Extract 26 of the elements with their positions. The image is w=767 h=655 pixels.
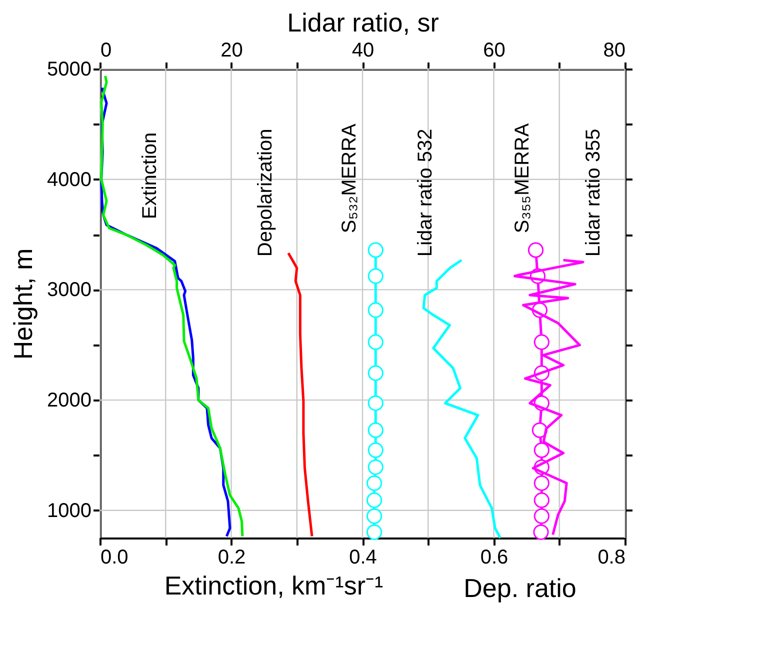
x2-tick-label: 40 xyxy=(352,40,374,62)
x-axis-title: Extinction, km⁻¹sr⁻¹ xyxy=(164,570,384,600)
text: Lidar ratio 532 xyxy=(414,128,436,257)
x2-tick-label: 80 xyxy=(603,40,626,62)
x-tick-label: 0.0 xyxy=(100,546,128,568)
y-tick-label: 3000 xyxy=(47,279,92,302)
y-tick-label: 4000 xyxy=(47,168,92,191)
text: S₃₅₅MERRA xyxy=(512,122,534,234)
y-tick-label: 1000 xyxy=(47,500,92,522)
text: S₅₃₂MERRA xyxy=(338,122,360,234)
x2-axis-title: Lidar ratio, sr xyxy=(287,8,440,38)
text: Extinction xyxy=(138,132,161,220)
x2-tick-label: 60 xyxy=(483,40,506,62)
x-tick-label: 0.4 xyxy=(349,546,377,568)
y-tick-label: 2000 xyxy=(47,390,92,412)
line-series xyxy=(287,252,314,538)
x-tick-label: 0.2 xyxy=(218,546,246,568)
x-tick-label: 0.6 xyxy=(480,546,508,568)
y-tick-label: 5000 xyxy=(47,58,92,80)
x2-tick-label: 0 xyxy=(100,40,112,62)
y-axis-title: Height, m xyxy=(8,248,38,360)
text: Depolarization xyxy=(254,128,276,257)
x2-tick-label: 20 xyxy=(220,40,243,62)
text: Dep. ratio xyxy=(464,573,576,603)
text: Lidar ratio 355 xyxy=(582,128,604,257)
x-tick-label: 0.8 xyxy=(598,546,626,568)
